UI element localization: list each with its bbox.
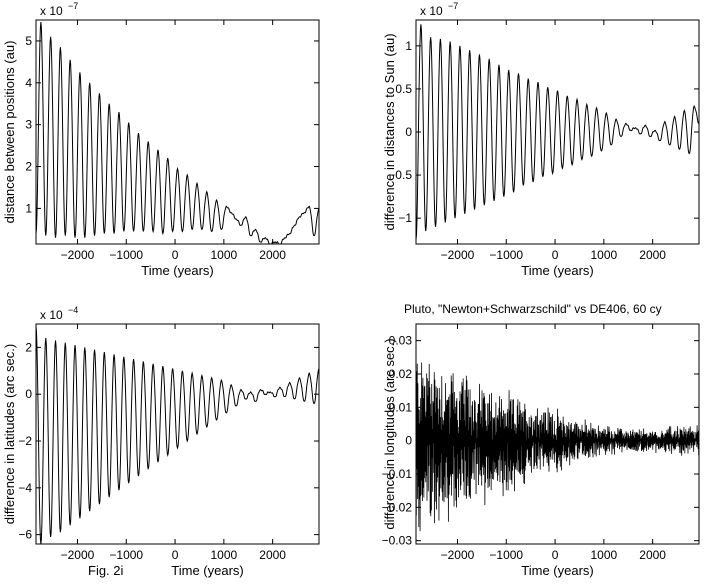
y-tick-label: 2 [25, 340, 32, 354]
scale-factor-label: x 10 [40, 4, 63, 18]
scale-factor-exponent: −4 [68, 305, 78, 315]
x-tick-label: 2000 [259, 548, 286, 562]
plot-area [36, 326, 319, 544]
series-line [36, 22, 319, 244]
y-tick-label: −0.01 [382, 467, 413, 481]
y-axis-label: distance between positions (au) [2, 41, 17, 224]
axes-frame [415, 323, 700, 545]
y-axis-label: difference in distances to Sun (au) [382, 33, 397, 230]
chart-title: Pluto, "Newton+Schwarzschild" vs DE406, … [404, 302, 662, 316]
x-tick-label: −2000 [61, 248, 95, 262]
x-tick-label: 0 [172, 548, 179, 562]
x-axis-label: Time (years) [521, 263, 593, 278]
y-tick-label: 0 [25, 387, 32, 401]
x-tick-label: 0 [552, 248, 559, 262]
plot-area [416, 24, 699, 240]
y-tick-label: −0.02 [382, 500, 413, 514]
y-tick-label: 0.01 [389, 400, 413, 414]
y-tick-label: −1 [398, 211, 412, 225]
plot-area [416, 362, 699, 532]
y-tick-label: 1 [405, 39, 412, 53]
x-tick-label: −1000 [109, 248, 143, 262]
axes-frame [35, 19, 320, 245]
y-tick-label: 0.02 [389, 367, 413, 381]
y-tick-label: −4 [18, 481, 32, 495]
chart-panel-3: −2000 −1000 0 1000 2000 2 0 −2 −4 −6 Time (years) d… [2, 305, 320, 578]
x-tick-label: −1000 [489, 548, 523, 562]
x-tick-label: −2000 [441, 248, 475, 262]
y-tick-label: −2 [18, 434, 32, 448]
y-tick-label: 0.5 [395, 82, 412, 96]
axes-frame [35, 323, 320, 545]
x-axis-label: Time (years) [521, 563, 593, 578]
y-tick-label: −0.03 [382, 534, 413, 548]
x-tick-label: 0 [172, 248, 179, 262]
x-tick-label: 2000 [259, 248, 286, 262]
y-tick-label: 0 [405, 434, 412, 448]
x-tick-label: 2000 [639, 548, 666, 562]
x-tick-label: 1000 [591, 548, 618, 562]
y-tick-label: 3 [25, 118, 32, 132]
plot-area [36, 22, 319, 244]
chart-panel-1: −2000 −1000 0 1000 2000 1 2 3 4 5 Time (years) dist… [2, 1, 320, 278]
chart-panel-2: −2000 −1000 0 1000 2000 1 0.5 0 −0.5 −1 Time (year… [382, 1, 700, 278]
x-tick-label: 1000 [591, 248, 618, 262]
y-tick-label: 1 [25, 201, 32, 215]
figure-caption: Fig. 2i [88, 563, 124, 578]
x-tick-label: −2000 [441, 548, 475, 562]
y-tick-label: −0.5 [388, 168, 412, 182]
series-line [416, 24, 699, 240]
x-tick-label: 1000 [211, 548, 238, 562]
scale-factor-exponent: −7 [448, 1, 458, 11]
y-axis-label: difference in latitudes (arc sec.) [2, 344, 17, 524]
x-tick-label: −1000 [489, 248, 523, 262]
chart-panel-4: −2000 −1000 0 1000 2000 0.03 0.02 0.01 0 −0.01 −0.… [382, 302, 700, 578]
scale-factor-label: x 10 [420, 4, 443, 18]
x-axis-label: Time (years) [141, 263, 213, 278]
y-tick-label: 0 [405, 125, 412, 139]
y-axis-label: difference in longitudes (arc sec.) [382, 338, 397, 529]
series-line [36, 326, 319, 544]
y-tick-label: 5 [25, 34, 32, 48]
x-tick-label: 0 [552, 548, 559, 562]
scale-factor-label: x 10 [40, 308, 63, 322]
y-tick-label: 2 [25, 160, 32, 174]
x-axis-label: Time (years) [171, 563, 243, 578]
y-tick-label: 0.03 [389, 334, 413, 348]
scale-factor-exponent: −7 [68, 1, 78, 11]
x-tick-label: −2000 [61, 548, 95, 562]
x-tick-label: −1000 [109, 548, 143, 562]
x-tick-label: 1000 [211, 248, 238, 262]
y-tick-label: 4 [25, 76, 32, 90]
x-tick-label: 2000 [639, 248, 666, 262]
y-tick-label: −6 [18, 528, 32, 542]
series-noise [416, 362, 699, 532]
